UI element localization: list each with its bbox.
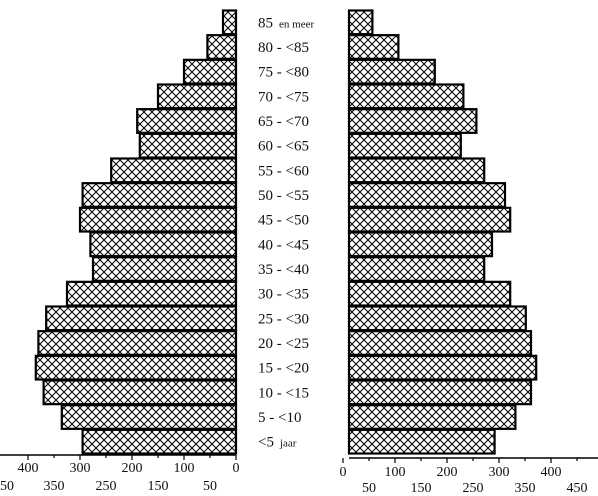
right-bar-2	[347, 58, 436, 85]
age-group-label: 5 - <10	[258, 410, 301, 426]
left-bar-4	[136, 108, 238, 134]
right-bar-4	[347, 108, 478, 134]
left-bar-5	[138, 132, 238, 159]
left-axis-edge-label: 50	[0, 479, 14, 494]
right-axis-tick-label: 250	[463, 481, 484, 496]
right-bar-9	[347, 231, 494, 258]
age-group-label: 40 - <45	[258, 237, 309, 253]
age-group-label: 25 - <30	[258, 311, 309, 327]
left-bar-7	[81, 182, 238, 208]
right-axis: 0 100 200 300 400 50 150 250 350 450	[340, 457, 598, 496]
right-bar-16	[347, 404, 517, 430]
left-axis-tick-label: 250	[96, 479, 117, 494]
left-axis-tick-label: 50	[203, 479, 217, 494]
left-bars-group	[34, 9, 238, 455]
age-group-label: 45 - <50	[258, 213, 309, 229]
right-bar-3	[347, 83, 465, 110]
left-axis-tick-label: 0	[233, 461, 240, 476]
age-group-label: 20 - <25	[258, 336, 309, 352]
left-bar-9	[89, 231, 238, 258]
left-axis: 400 300 200 100 0 350 250 150 50 50	[0, 454, 240, 494]
right-bar-0	[347, 9, 374, 36]
left-axis-tick-label: 300	[70, 461, 91, 476]
right-bar-12	[347, 305, 527, 332]
right-bar-8	[347, 206, 512, 233]
right-axis-tick-label: 350	[515, 481, 536, 496]
left-bar-12	[45, 305, 238, 332]
age-group-label: 60 - <65	[258, 139, 309, 155]
age-group-label: 65 - <70	[258, 114, 309, 130]
age-group-label: 50 - <55	[258, 188, 309, 204]
left-axis-tick-label: 350	[44, 479, 65, 494]
left-bar-14	[34, 354, 238, 381]
age-group-label: 85 en meer	[258, 15, 314, 31]
right-axis-tick-label: 150	[411, 481, 432, 496]
left-bar-0	[221, 9, 238, 36]
left-bar-1	[206, 34, 238, 60]
right-axis-tick-label: 300	[489, 465, 510, 480]
right-axis-tick-label: 450	[567, 481, 588, 496]
left-axis-tick-label: 100	[174, 461, 195, 476]
right-bar-10	[347, 256, 486, 282]
left-bar-6	[110, 157, 238, 184]
age-group-label: <5 jaar	[258, 435, 297, 451]
left-bar-8	[78, 206, 238, 233]
age-group-label: 15 - <20	[258, 361, 309, 377]
left-bar-11	[65, 280, 238, 307]
right-axis-tick-label: 100	[385, 465, 406, 480]
right-axis-tick-label: 0	[340, 465, 347, 480]
right-bar-11	[347, 280, 512, 307]
left-bar-10	[91, 256, 238, 282]
right-bar-17	[347, 428, 496, 455]
age-group-label: 10 - <15	[258, 385, 309, 401]
left-axis-tick-label: 200	[122, 461, 143, 476]
left-bar-3	[156, 83, 238, 110]
left-bar-16	[60, 404, 238, 430]
right-bar-5	[347, 132, 462, 159]
right-bar-14	[347, 354, 538, 381]
right-bar-7	[347, 182, 507, 208]
right-axis-tick-label: 50	[362, 481, 376, 496]
age-group-label: 35 - <40	[258, 262, 309, 278]
age-group-label: 75 - <80	[258, 65, 309, 81]
left-axis-tick-label: 400	[18, 461, 39, 476]
right-bar-15	[347, 379, 533, 406]
right-bars-group	[347, 9, 538, 455]
left-bar-17	[81, 428, 238, 455]
right-axis-tick-label: 200	[437, 465, 458, 480]
left-bar-13	[37, 330, 238, 356]
right-axis-tick-label: 400	[541, 465, 562, 480]
left-bar-2	[182, 58, 238, 85]
left-axis-tick-label: 150	[148, 479, 169, 494]
age-group-label: 55 - <60	[258, 163, 309, 179]
left-bar-15	[42, 379, 238, 406]
right-bar-1	[347, 34, 400, 60]
right-bar-6	[347, 157, 486, 184]
right-bar-13	[347, 330, 533, 356]
age-group-label: 80 - <85	[258, 40, 309, 56]
age-group-label: 30 - <35	[258, 287, 309, 303]
age-group-label: 70 - <75	[258, 89, 309, 105]
age-labels-group: 85 en meer 80 - <85 75 - <80 70 - <75 65 - <7…	[258, 15, 314, 450]
